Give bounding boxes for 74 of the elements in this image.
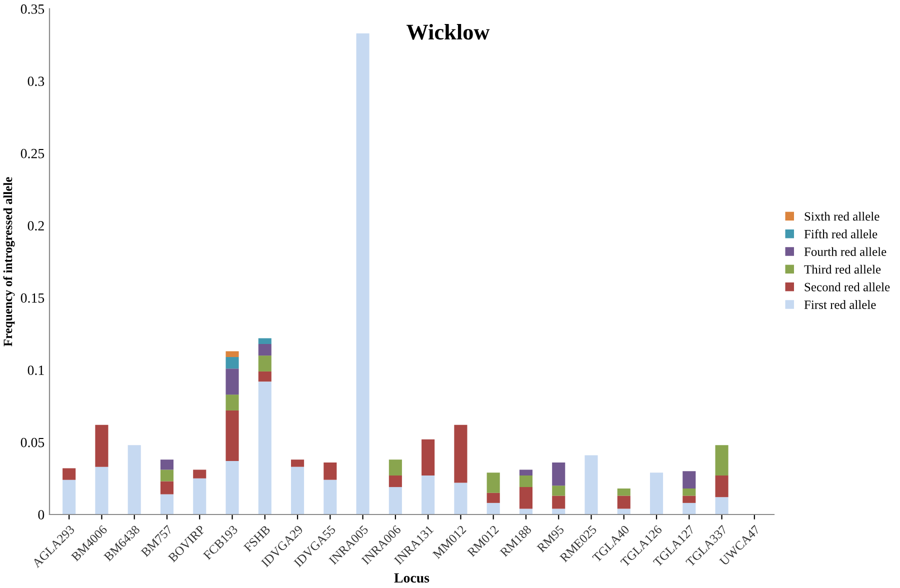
legend-label: Second red allele bbox=[804, 282, 890, 292]
bar bbox=[324, 480, 337, 514]
bar bbox=[291, 460, 304, 467]
y-tick-label: 0 bbox=[38, 510, 44, 520]
bar bbox=[486, 472, 500, 493]
y-tick-label: 0.15 bbox=[20, 293, 44, 303]
bar bbox=[552, 496, 566, 509]
bar bbox=[454, 482, 468, 514]
bar bbox=[226, 351, 239, 358]
bar bbox=[422, 475, 435, 514]
legend-label: Sixth red allele bbox=[804, 212, 880, 221]
bar bbox=[650, 472, 664, 514]
bar bbox=[388, 460, 402, 476]
y-tick-label: 0.2 bbox=[28, 221, 44, 231]
x-axis-title: Locus bbox=[394, 573, 430, 583]
y-tick-label: 0.05 bbox=[20, 438, 44, 448]
bar bbox=[258, 382, 272, 514]
bar bbox=[160, 460, 174, 470]
bar bbox=[617, 496, 630, 509]
legend-label: Fifth red allele bbox=[804, 229, 878, 238]
y-axis-title: Frequency of introgressed allele bbox=[3, 177, 15, 346]
y-tick-label: 0.1 bbox=[28, 366, 44, 376]
bar bbox=[617, 508, 630, 514]
bar bbox=[715, 445, 728, 476]
legend-label: Fourth red allele bbox=[804, 247, 886, 256]
bar bbox=[454, 424, 468, 483]
bar bbox=[160, 494, 174, 514]
bar bbox=[486, 492, 500, 503]
bar bbox=[193, 478, 206, 514]
y-tick-label: 0.25 bbox=[20, 148, 44, 158]
bar bbox=[519, 475, 532, 488]
bar bbox=[160, 481, 174, 494]
bar bbox=[388, 487, 402, 514]
bar bbox=[486, 502, 500, 514]
bar bbox=[519, 470, 532, 476]
bar bbox=[519, 487, 532, 509]
bar bbox=[682, 471, 696, 488]
bar bbox=[226, 368, 239, 395]
bar bbox=[95, 466, 108, 514]
bar bbox=[552, 486, 566, 496]
bar bbox=[715, 475, 728, 498]
bar bbox=[519, 508, 532, 514]
y-tick-label: 0.35 bbox=[20, 4, 44, 14]
bar bbox=[226, 410, 239, 462]
bar bbox=[682, 496, 696, 503]
bar bbox=[226, 357, 239, 369]
bar bbox=[584, 455, 598, 514]
legend-label: Third red allele bbox=[804, 264, 881, 274]
legend-label: First red allele bbox=[804, 300, 876, 309]
bar bbox=[128, 445, 141, 514]
bar bbox=[356, 33, 370, 514]
bar bbox=[422, 439, 435, 476]
bar bbox=[552, 508, 566, 514]
text: Wicklow bbox=[406, 24, 490, 40]
bar bbox=[617, 488, 630, 496]
bar bbox=[682, 488, 696, 496]
bar bbox=[715, 497, 728, 514]
bar bbox=[226, 394, 239, 410]
bar bbox=[95, 424, 108, 467]
bar bbox=[160, 470, 174, 482]
bar bbox=[388, 475, 402, 488]
bar bbox=[193, 470, 206, 478]
bar bbox=[291, 466, 304, 514]
bar bbox=[226, 461, 239, 514]
bar bbox=[258, 344, 272, 356]
bar bbox=[258, 356, 272, 372]
y-tick-label: 0.3 bbox=[28, 76, 44, 86]
bar bbox=[62, 480, 76, 514]
bar bbox=[62, 468, 76, 480]
bar bbox=[324, 462, 337, 480]
bar bbox=[682, 502, 696, 514]
bar bbox=[258, 338, 272, 344]
bar bbox=[552, 462, 566, 486]
bar bbox=[258, 371, 272, 382]
